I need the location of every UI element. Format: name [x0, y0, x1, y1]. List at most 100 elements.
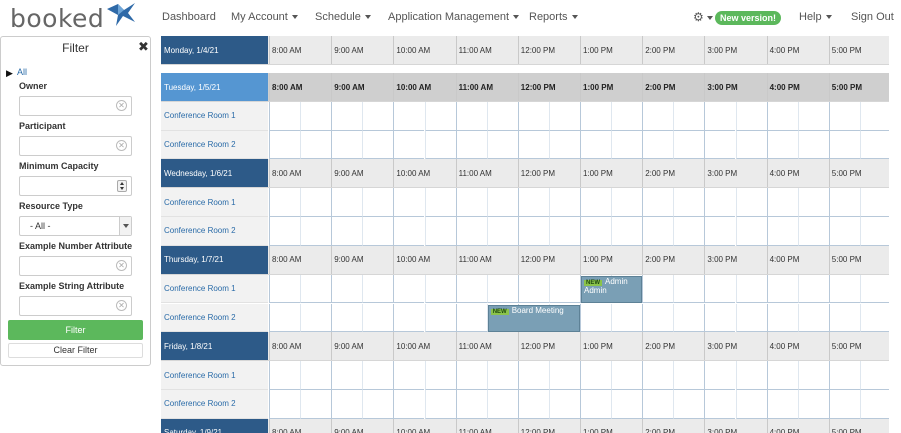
time-slot[interactable] [797, 389, 829, 419]
day-label[interactable]: Thursday, 1/7/21 [161, 245, 268, 274]
time-slot[interactable] [611, 102, 643, 131]
time-slot[interactable] [642, 102, 674, 131]
time-slot[interactable] [828, 389, 860, 419]
time-slot[interactable] [611, 188, 643, 218]
clear-icon[interactable]: ✕ [116, 100, 127, 111]
time-slot[interactable] [642, 389, 674, 419]
time-slot[interactable] [486, 188, 518, 218]
time-slot[interactable] [766, 303, 798, 333]
nav-schedule[interactable]: Schedule [315, 11, 371, 23]
time-slot[interactable] [766, 361, 798, 390]
time-slot[interactable] [828, 102, 860, 131]
time-slot[interactable] [673, 188, 705, 218]
time-slot[interactable] [673, 303, 705, 333]
time-slot[interactable] [486, 102, 518, 131]
time-slot[interactable] [455, 188, 487, 218]
time-slot[interactable] [704, 303, 736, 333]
resource-link[interactable]: Conference Room 2 [161, 217, 268, 246]
time-slot[interactable] [300, 274, 332, 304]
example-number-input[interactable]: ✕ [19, 256, 132, 276]
number-stepper-icon[interactable] [117, 180, 127, 192]
sign-out-link[interactable]: Sign Out [851, 11, 894, 23]
time-slot[interactable] [735, 274, 767, 304]
time-slot[interactable] [580, 217, 612, 246]
day-label[interactable]: Wednesday, 1/6/21 [161, 159, 268, 188]
time-slot[interactable] [300, 217, 332, 246]
time-slot[interactable] [766, 102, 798, 131]
time-slot[interactable] [424, 217, 456, 246]
time-slot[interactable] [517, 188, 549, 218]
resource-link[interactable]: Conference Room 2 [161, 389, 268, 419]
time-slot[interactable] [548, 188, 580, 218]
time-slot[interactable] [673, 130, 705, 160]
time-slot[interactable] [362, 274, 394, 304]
nav-dashboard[interactable]: Dashboard [162, 11, 216, 23]
time-slot[interactable] [580, 102, 612, 131]
time-slot[interactable] [331, 303, 363, 333]
time-slot[interactable] [455, 274, 487, 304]
time-slot[interactable] [300, 389, 332, 419]
time-slot[interactable] [859, 188, 889, 218]
time-slot[interactable] [269, 217, 301, 246]
time-slot[interactable] [580, 361, 612, 390]
time-slot[interactable] [269, 389, 301, 419]
time-slot[interactable] [362, 102, 394, 131]
time-slot[interactable] [642, 217, 674, 246]
time-slot[interactable] [393, 361, 425, 390]
time-slot[interactable] [486, 274, 518, 304]
time-slot[interactable] [486, 130, 518, 160]
time-slot[interactable] [517, 130, 549, 160]
time-slot[interactable] [455, 217, 487, 246]
time-slot[interactable] [735, 389, 767, 419]
apply-filter-button[interactable]: Filter [8, 320, 143, 340]
time-slot[interactable] [859, 102, 889, 131]
time-slot[interactable] [362, 389, 394, 419]
time-slot[interactable] [642, 130, 674, 160]
time-slot[interactable] [611, 217, 643, 246]
time-slot[interactable] [331, 389, 363, 419]
time-slot[interactable] [300, 102, 332, 131]
time-slot[interactable] [517, 102, 549, 131]
time-slot[interactable] [859, 303, 889, 333]
time-slot[interactable] [269, 361, 301, 390]
time-slot[interactable] [673, 217, 705, 246]
all-resources-link[interactable]: All [17, 67, 28, 77]
time-slot[interactable] [766, 389, 798, 419]
time-slot[interactable] [704, 130, 736, 160]
time-slot[interactable] [735, 217, 767, 246]
time-slot[interactable] [300, 188, 332, 218]
time-slot[interactable] [300, 361, 332, 390]
time-slot[interactable] [393, 130, 425, 160]
time-slot[interactable] [300, 130, 332, 160]
time-slot[interactable] [486, 217, 518, 246]
time-slot[interactable] [766, 217, 798, 246]
time-slot[interactable] [735, 361, 767, 390]
time-slot[interactable] [362, 130, 394, 160]
resource-type-select[interactable]: - All - [19, 216, 132, 236]
time-slot[interactable] [424, 274, 456, 304]
time-slot[interactable] [424, 130, 456, 160]
time-slot[interactable] [455, 130, 487, 160]
time-slot[interactable] [331, 102, 363, 131]
participant-input[interactable]: ✕ [19, 136, 132, 156]
example-string-input[interactable]: ✕ [19, 296, 132, 316]
time-slot[interactable] [673, 389, 705, 419]
time-slot[interactable] [580, 188, 612, 218]
time-slot[interactable] [704, 389, 736, 419]
time-slot[interactable] [828, 130, 860, 160]
resource-link[interactable]: Conference Room 1 [161, 188, 268, 218]
time-slot[interactable] [828, 188, 860, 218]
time-slot[interactable] [393, 188, 425, 218]
time-slot[interactable] [828, 274, 860, 304]
time-slot[interactable] [673, 361, 705, 390]
time-slot[interactable] [362, 188, 394, 218]
clear-filter-button[interactable]: Clear Filter [8, 343, 143, 358]
time-slot[interactable] [269, 303, 301, 333]
time-slot[interactable] [704, 102, 736, 131]
time-slot[interactable] [300, 303, 332, 333]
time-slot[interactable] [797, 130, 829, 160]
day-label[interactable]: Friday, 1/8/21 [161, 332, 268, 361]
time-slot[interactable] [331, 361, 363, 390]
time-slot[interactable] [393, 102, 425, 131]
time-slot[interactable] [766, 188, 798, 218]
